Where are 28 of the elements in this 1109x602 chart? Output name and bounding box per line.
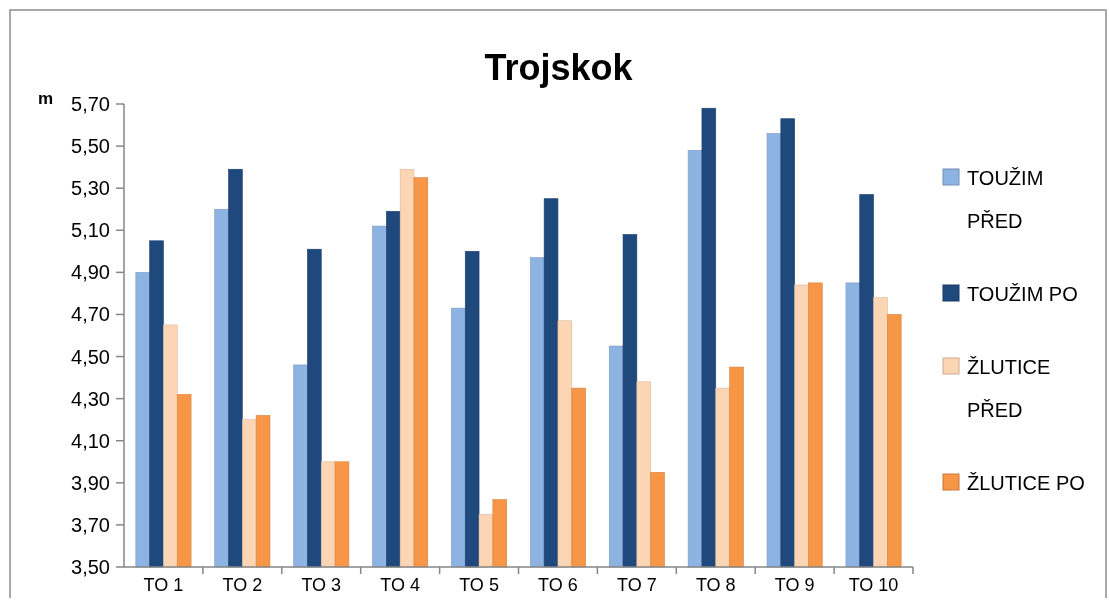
y-tick-label: 5,10 bbox=[71, 219, 110, 242]
x-tick-label: TO 6 bbox=[538, 575, 578, 595]
legend-label: TOUŽIM PO bbox=[967, 283, 1078, 305]
x-tick-label: TO 1 bbox=[143, 575, 184, 595]
y-tick-label: 5,70 bbox=[71, 93, 110, 115]
chart-title: Trojskok bbox=[484, 47, 634, 88]
y-tick-label: 5,30 bbox=[71, 177, 110, 200]
x-tick-label: TO 10 bbox=[848, 575, 899, 595]
y-tick-label: 3,90 bbox=[71, 471, 110, 494]
x-tick-label: TO 4 bbox=[380, 575, 420, 595]
x-tick-label: TO 3 bbox=[301, 575, 342, 595]
legend-label: ŽLUTICE PŘED bbox=[967, 356, 1051, 421]
y-tick-label: 5,50 bbox=[71, 135, 110, 158]
y-axis-title: m bbox=[38, 89, 54, 108]
legend-label: ŽLUTICE PO bbox=[967, 472, 1085, 494]
y-tick-label: 4,70 bbox=[71, 303, 110, 326]
y-tick-label: 4,30 bbox=[71, 387, 110, 410]
legend-label: TOUŽIM PŘED bbox=[967, 167, 1044, 232]
x-tick-label: TO 5 bbox=[459, 575, 499, 595]
y-tick-label: 4,10 bbox=[71, 429, 110, 452]
y-tick-label: 3,70 bbox=[71, 513, 110, 536]
y-tick-label: 4,50 bbox=[71, 345, 110, 368]
y-tick-label: 4,90 bbox=[71, 261, 110, 284]
x-tick-label: TO 9 bbox=[774, 575, 815, 595]
x-tick-label: TO 7 bbox=[617, 575, 657, 595]
x-tick-label: TO 2 bbox=[222, 575, 263, 595]
x-tick-label: TO 8 bbox=[695, 575, 736, 595]
y-tick-label: 3,50 bbox=[71, 556, 110, 578]
